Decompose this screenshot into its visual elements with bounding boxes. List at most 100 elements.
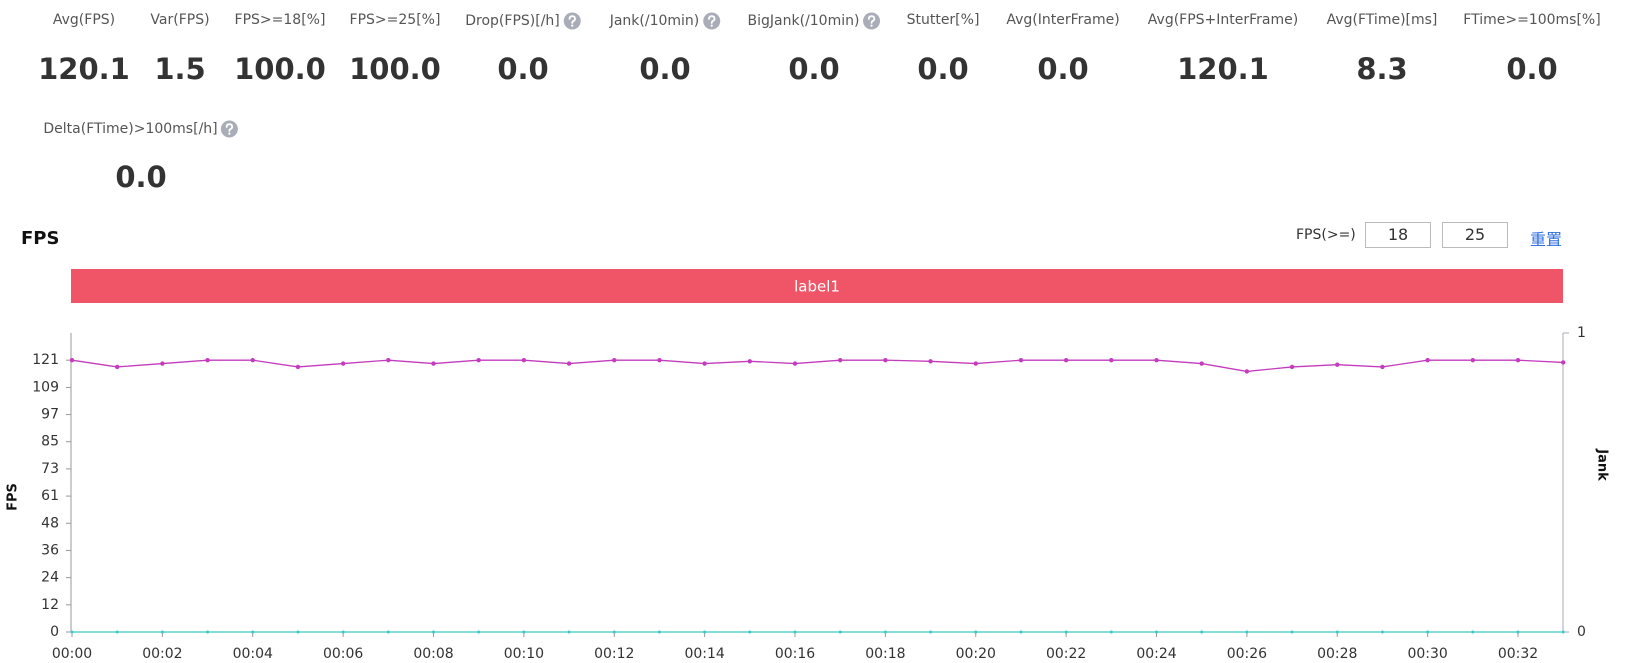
data-point [1515,357,1521,363]
data-point [1199,361,1204,366]
help-icon[interactable] [862,12,880,30]
x-tick-label: 00:02 [142,646,182,662]
label-band [71,269,1563,303]
metric-label: Drop(FPS)[/h] [465,12,581,30]
metric-label-text: Delta(FTime)>100ms[/h] [43,121,218,137]
threshold-input[interactable]: 18 [1365,222,1431,248]
metric-label: Avg(InterFrame) [1006,12,1119,28]
data-point [1560,360,1566,365]
data-point [70,630,74,634]
data-point [1380,630,1384,634]
data-point [1335,362,1340,367]
help-icon[interactable] [702,12,720,30]
data-point [69,357,75,363]
metric-label-text: Avg(FTime)[ms] [1326,12,1438,28]
y-axis-label: FPS [6,483,21,511]
metric-label: Var(FPS) [150,12,209,28]
reset-link[interactable]: 重置 [1530,230,1563,249]
data-point [114,364,120,370]
threshold-label: FPS(>=) [1296,227,1356,243]
metric-label: FPS>=18[%] [235,12,326,28]
data-point [657,357,662,363]
data-point [1064,630,1068,634]
metric-label: Avg(FPS+InterFrame) [1148,12,1298,28]
data-point [1200,630,1204,634]
x-tick-label: 00:26 [1227,646,1267,662]
metric-value: 1.5 [154,52,206,86]
data-point [702,361,707,366]
metric-label: BigJank(/10min) [748,12,881,30]
data-point [1426,630,1430,634]
x-tick-label: 00:06 [323,646,363,662]
y-tick-label: 61 [41,488,59,504]
x-tick-label: 00:32 [1498,646,1538,662]
data-point [883,357,888,363]
y-tick-label: 109 [32,379,59,395]
metric-label: FPS>=25[%] [350,12,441,28]
data-point [1018,357,1024,363]
metric-value: 8.3 [1356,52,1408,86]
data-point [386,357,391,363]
y-tick-label: 121 [32,352,59,368]
metric-value: 0.0 [917,52,969,86]
metric-label: FTime>=100ms[%] [1463,12,1600,28]
data-point [612,630,616,634]
y2-tick-label: 1 [1577,325,1586,341]
data-point [431,361,436,366]
metric-label: Delta(FTime)>100ms[/h] [43,120,239,138]
data-point [476,357,481,363]
data-point [929,630,933,634]
data-point [838,630,842,634]
threshold-input[interactable]: 25 [1442,222,1508,248]
x-tick-label: 00:08 [413,646,453,662]
data-point [748,630,752,634]
x-tick-label: 00:16 [775,646,815,662]
data-point [522,630,526,634]
data-point [973,361,978,366]
metric-value: 0.0 [639,52,691,86]
data-point [115,630,119,634]
help-icon[interactable] [221,120,239,138]
data-point [1290,630,1294,634]
metric-label-text: Avg(FPS+InterFrame) [1147,12,1299,28]
y-tick-label: 0 [50,624,59,640]
data-point [1470,357,1476,363]
x-tick-label: 00:12 [594,646,634,662]
data-point [567,630,571,634]
data-point [250,357,255,363]
data-point [837,357,843,363]
metric-label: Avg(FPS) [53,12,115,28]
x-tick-label: 00:30 [1407,646,1447,662]
data-point [386,630,390,634]
metric-label: Jank(/10min) [610,12,721,30]
metric-label-text: Jank(/10min) [609,13,700,29]
metric-value: 120.1 [38,52,130,86]
data-point [612,357,617,363]
x-tick-label: 00:04 [233,646,273,662]
data-point [1154,357,1159,363]
data-point [160,361,165,366]
metric-value: 0.0 [497,52,549,86]
metric-label-text: Var(FPS) [150,12,210,28]
metric-value: 100.0 [349,52,441,86]
data-point [1109,357,1114,363]
metric-label-text: Stutter[%] [906,12,980,28]
data-point [1561,630,1565,634]
data-point [1516,630,1520,634]
data-point [793,630,797,634]
help-icon[interactable] [563,12,581,30]
data-point [205,357,210,363]
x-tick-label: 00:22 [1046,646,1086,662]
series-line [71,359,1564,373]
data-point [295,364,301,370]
metric-label-text: Avg(FPS) [52,12,116,28]
metric-label-text: Avg(InterFrame) [1006,12,1120,28]
data-point [206,630,210,634]
x-tick-label: 00:24 [1136,646,1176,662]
x-tick-label: 00:14 [684,646,724,662]
data-point [1380,364,1385,370]
x-tick-label: 00:20 [956,646,996,662]
y2-axis-label: Jank [1595,448,1610,481]
